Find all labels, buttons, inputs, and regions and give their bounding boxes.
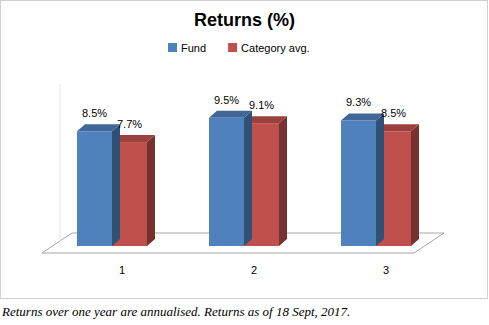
- footnote: Returns over one year are annualised. Re…: [1, 304, 350, 319]
- chart-border: [1, 1, 488, 299]
- data-label: 9.5%: [214, 94, 239, 106]
- bar-side: [376, 113, 384, 246]
- y-axis-line: [60, 84, 61, 246]
- chart-title: Returns (%): [194, 10, 295, 30]
- bar-side: [112, 124, 120, 246]
- bar-top: [341, 113, 384, 120]
- legend-swatch: [168, 43, 177, 52]
- bar-side: [411, 124, 419, 246]
- data-label: 9.3%: [346, 96, 371, 108]
- data-label: 7.7%: [117, 118, 142, 130]
- data-labels: 7.7% 8.5% 9.1% 9.5% 8.5% 9.3%: [82, 94, 406, 130]
- data-label: 8.5%: [381, 107, 406, 119]
- x-tick-label: 3: [383, 264, 389, 276]
- bar-side: [279, 116, 287, 246]
- legend-label: Fund: [181, 42, 206, 54]
- legend-label: Category avg.: [241, 42, 309, 54]
- data-label: 9.1%: [249, 99, 274, 111]
- data-label: 8.5%: [82, 107, 107, 119]
- legend: Fund Category avg.: [168, 42, 310, 54]
- bar: [341, 120, 376, 246]
- bar-side: [147, 135, 155, 246]
- x-tick-label: 1: [119, 264, 125, 276]
- chart-container: Returns (%) Fund Category avg. 7.7% 8.5% 9.1%…: [0, 0, 489, 325]
- chart-svg: Returns (%) Fund Category avg. 7.7% 8.5% 9.1%…: [0, 0, 489, 325]
- legend-swatch: [228, 43, 237, 52]
- bar: [77, 131, 112, 246]
- bar-top: [77, 124, 120, 131]
- bars: [77, 111, 419, 246]
- bar: [209, 118, 244, 246]
- bar-top: [209, 111, 252, 118]
- x-tick-label: 2: [251, 264, 257, 276]
- bar-side: [244, 111, 252, 246]
